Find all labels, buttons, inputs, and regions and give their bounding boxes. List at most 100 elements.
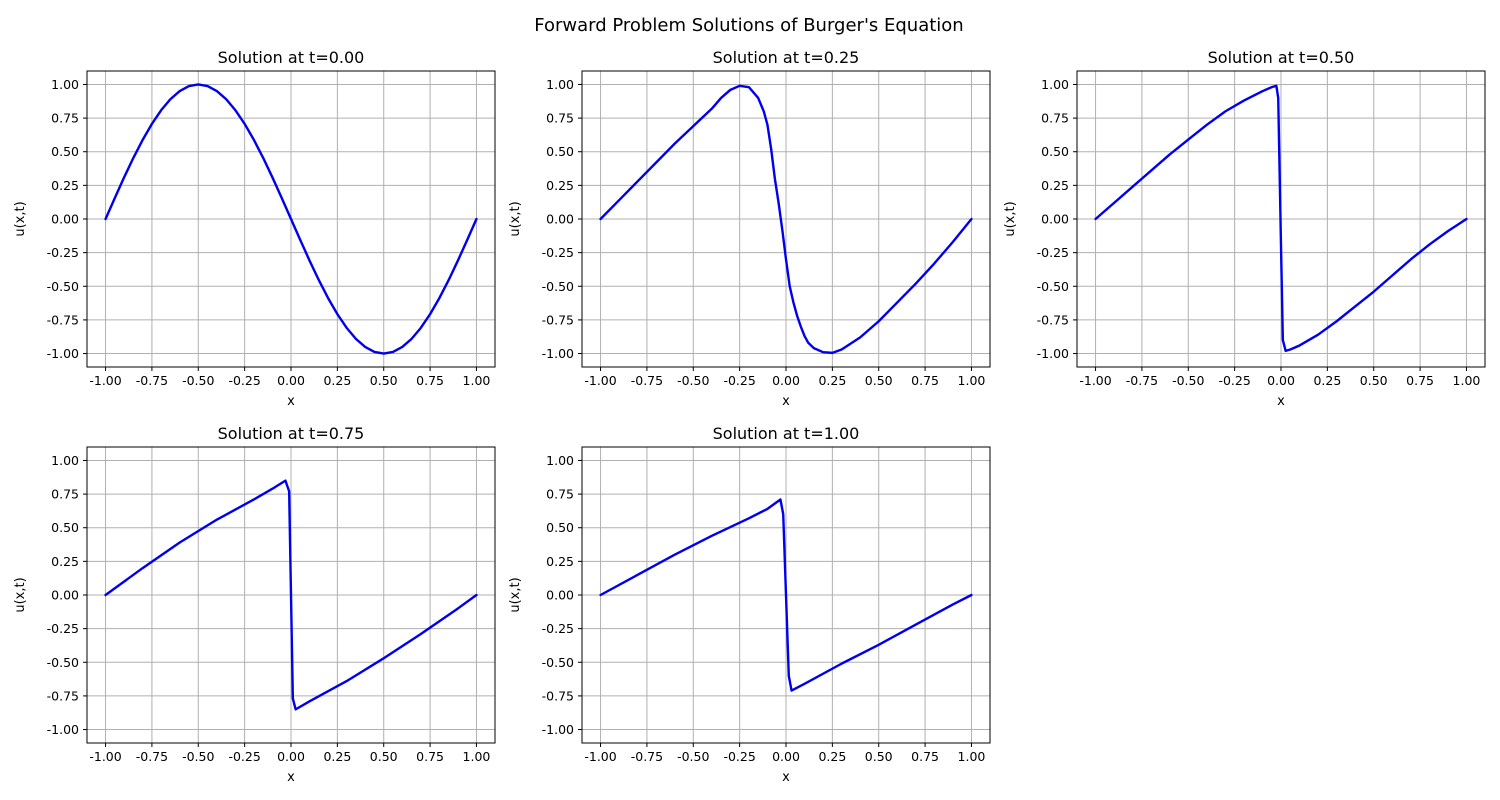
subplot-title: Solution at t=1.00 bbox=[713, 424, 860, 443]
x-tick-label: -0.75 bbox=[136, 373, 168, 388]
subplot-title: Solution at t=0.25 bbox=[713, 48, 860, 67]
x-tick-label: 0.00 bbox=[772, 749, 800, 764]
y-tick-label: 0.25 bbox=[51, 178, 79, 193]
y-tick-label: -0.75 bbox=[542, 312, 574, 327]
x-tick-label: 0.50 bbox=[865, 373, 893, 388]
x-tick-label: -0.75 bbox=[631, 749, 663, 764]
x-tick-label: 0.50 bbox=[1360, 373, 1388, 388]
subplot-4: -1.00 -0.75 -0.50 -0.25 0.00 0.25 0.50 0.75 1.00… bbox=[13, 424, 496, 785]
y-tick-label: 0.75 bbox=[51, 487, 79, 502]
y-tick-label: -1.00 bbox=[542, 346, 574, 361]
y-tick-label: 1.00 bbox=[546, 453, 574, 468]
y-tick-label: -0.50 bbox=[542, 279, 574, 294]
subplot-1: -1.00 -0.75 -0.50 -0.25 0.00 0.25 0.50 0.75 1.00… bbox=[13, 48, 496, 409]
x-tick-label: 0.50 bbox=[370, 749, 398, 764]
plot-frame bbox=[581, 70, 991, 368]
y-axis-label: u(x,t) bbox=[1003, 201, 1018, 236]
plot-frame bbox=[86, 446, 496, 744]
x-tick-label: 1.00 bbox=[958, 749, 986, 764]
subplot-5: -1.00 -0.75 -0.50 -0.25 0.00 0.25 0.50 0.75 1.00… bbox=[508, 424, 991, 785]
x-axis-label: x bbox=[782, 770, 790, 785]
y-tick-label: -0.75 bbox=[47, 688, 79, 703]
x-axis-label: x bbox=[287, 770, 295, 785]
x-tick-label: -0.50 bbox=[677, 373, 709, 388]
y-tick-label: 0.50 bbox=[546, 144, 574, 159]
y-tick-label: -0.75 bbox=[1037, 312, 1069, 327]
y-tick-label: 1.00 bbox=[51, 77, 79, 92]
y-tick-label: -0.50 bbox=[542, 655, 574, 670]
y-tick-label: -0.25 bbox=[1037, 245, 1069, 260]
y-axis-label: u(x,t) bbox=[13, 577, 28, 612]
x-tick-label: 0.75 bbox=[416, 749, 444, 764]
y-tick-label: 0.75 bbox=[546, 487, 574, 502]
y-tick-label: 1.00 bbox=[51, 453, 79, 468]
y-tick-label: 0.75 bbox=[51, 111, 79, 126]
x-tick-label: -1.00 bbox=[89, 749, 121, 764]
y-tick-label: 0.75 bbox=[546, 111, 574, 126]
x-tick-label: 0.75 bbox=[416, 373, 444, 388]
x-tick-label: 0.00 bbox=[277, 373, 305, 388]
y-tick-label: 0.25 bbox=[51, 554, 79, 569]
series-line-1 bbox=[1094, 84, 1468, 353]
x-tick-label: -0.75 bbox=[631, 373, 663, 388]
y-tick-label: -1.00 bbox=[47, 346, 79, 361]
y-tick-label: 1.00 bbox=[546, 77, 574, 92]
x-tick-label: -1.00 bbox=[89, 373, 121, 388]
y-tick-label: 1.00 bbox=[1041, 77, 1069, 92]
y-tick-label: -0.75 bbox=[47, 312, 79, 327]
x-tick-label: 0.25 bbox=[1313, 373, 1341, 388]
x-tick-label: -0.75 bbox=[1126, 373, 1158, 388]
x-tick-label: 0.00 bbox=[1267, 373, 1295, 388]
y-tick-label: 0.00 bbox=[546, 212, 574, 227]
subplot-2: -1.00 -0.75 -0.50 -0.25 0.00 0.25 0.50 0.75 1.00… bbox=[508, 48, 991, 409]
x-tick-label: -0.25 bbox=[723, 749, 755, 764]
x-tick-label: 0.25 bbox=[818, 749, 846, 764]
y-tick-label: 0.50 bbox=[546, 520, 574, 535]
x-tick-label: -0.25 bbox=[1218, 373, 1250, 388]
x-axis-label: x bbox=[782, 394, 790, 409]
x-tick-label: -1.00 bbox=[584, 373, 616, 388]
x-tick-label: 1.00 bbox=[1453, 373, 1481, 388]
x-axis-label: x bbox=[287, 394, 295, 409]
series-line-1 bbox=[104, 83, 478, 355]
x-tick-label: -0.25 bbox=[228, 749, 260, 764]
y-axis-label: u(x,t) bbox=[508, 201, 523, 236]
y-tick-label: 0.00 bbox=[51, 588, 79, 603]
x-tick-label: -0.75 bbox=[136, 749, 168, 764]
y-tick-label: 0.00 bbox=[51, 212, 79, 227]
x-tick-label: -1.00 bbox=[584, 749, 616, 764]
x-tick-label: 1.00 bbox=[463, 749, 491, 764]
x-tick-label: 0.00 bbox=[277, 749, 305, 764]
x-tick-label: 0.75 bbox=[911, 373, 939, 388]
y-tick-label: -0.75 bbox=[542, 688, 574, 703]
x-tick-label: -0.25 bbox=[228, 373, 260, 388]
plot-frame bbox=[1076, 70, 1486, 368]
plot-frame bbox=[581, 446, 991, 744]
figure-title: Forward Problem Solutions of Burger's Eq… bbox=[534, 15, 963, 36]
y-tick-label: -0.25 bbox=[47, 621, 79, 636]
y-tick-label: 0.50 bbox=[1041, 144, 1069, 159]
x-tick-label: 0.25 bbox=[323, 373, 351, 388]
x-tick-label: 0.50 bbox=[370, 373, 398, 388]
y-axis-label: u(x,t) bbox=[508, 577, 523, 612]
series-line-1 bbox=[599, 498, 973, 692]
subplot-3: -1.00 -0.75 -0.50 -0.25 0.00 0.25 0.50 0.75 1.00… bbox=[1003, 48, 1486, 409]
y-tick-label: -1.00 bbox=[542, 722, 574, 737]
x-tick-label: 1.00 bbox=[958, 373, 986, 388]
x-tick-label: -0.50 bbox=[1172, 373, 1204, 388]
plot-frame bbox=[86, 70, 496, 368]
y-tick-label: -0.50 bbox=[47, 279, 79, 294]
y-tick-label: 0.25 bbox=[546, 178, 574, 193]
x-tick-label: -0.50 bbox=[677, 749, 709, 764]
subplot-title: Solution at t=0.75 bbox=[218, 424, 365, 443]
x-tick-label: 0.25 bbox=[323, 749, 351, 764]
y-tick-label: -0.50 bbox=[1037, 279, 1069, 294]
x-tick-label: -0.50 bbox=[182, 749, 214, 764]
x-tick-label: 0.00 bbox=[772, 373, 800, 388]
y-tick-label: 0.00 bbox=[1041, 212, 1069, 227]
x-tick-label: 0.75 bbox=[911, 749, 939, 764]
x-axis-label: x bbox=[1277, 394, 1285, 409]
y-tick-label: -0.25 bbox=[542, 245, 574, 260]
y-tick-label: -0.25 bbox=[47, 245, 79, 260]
